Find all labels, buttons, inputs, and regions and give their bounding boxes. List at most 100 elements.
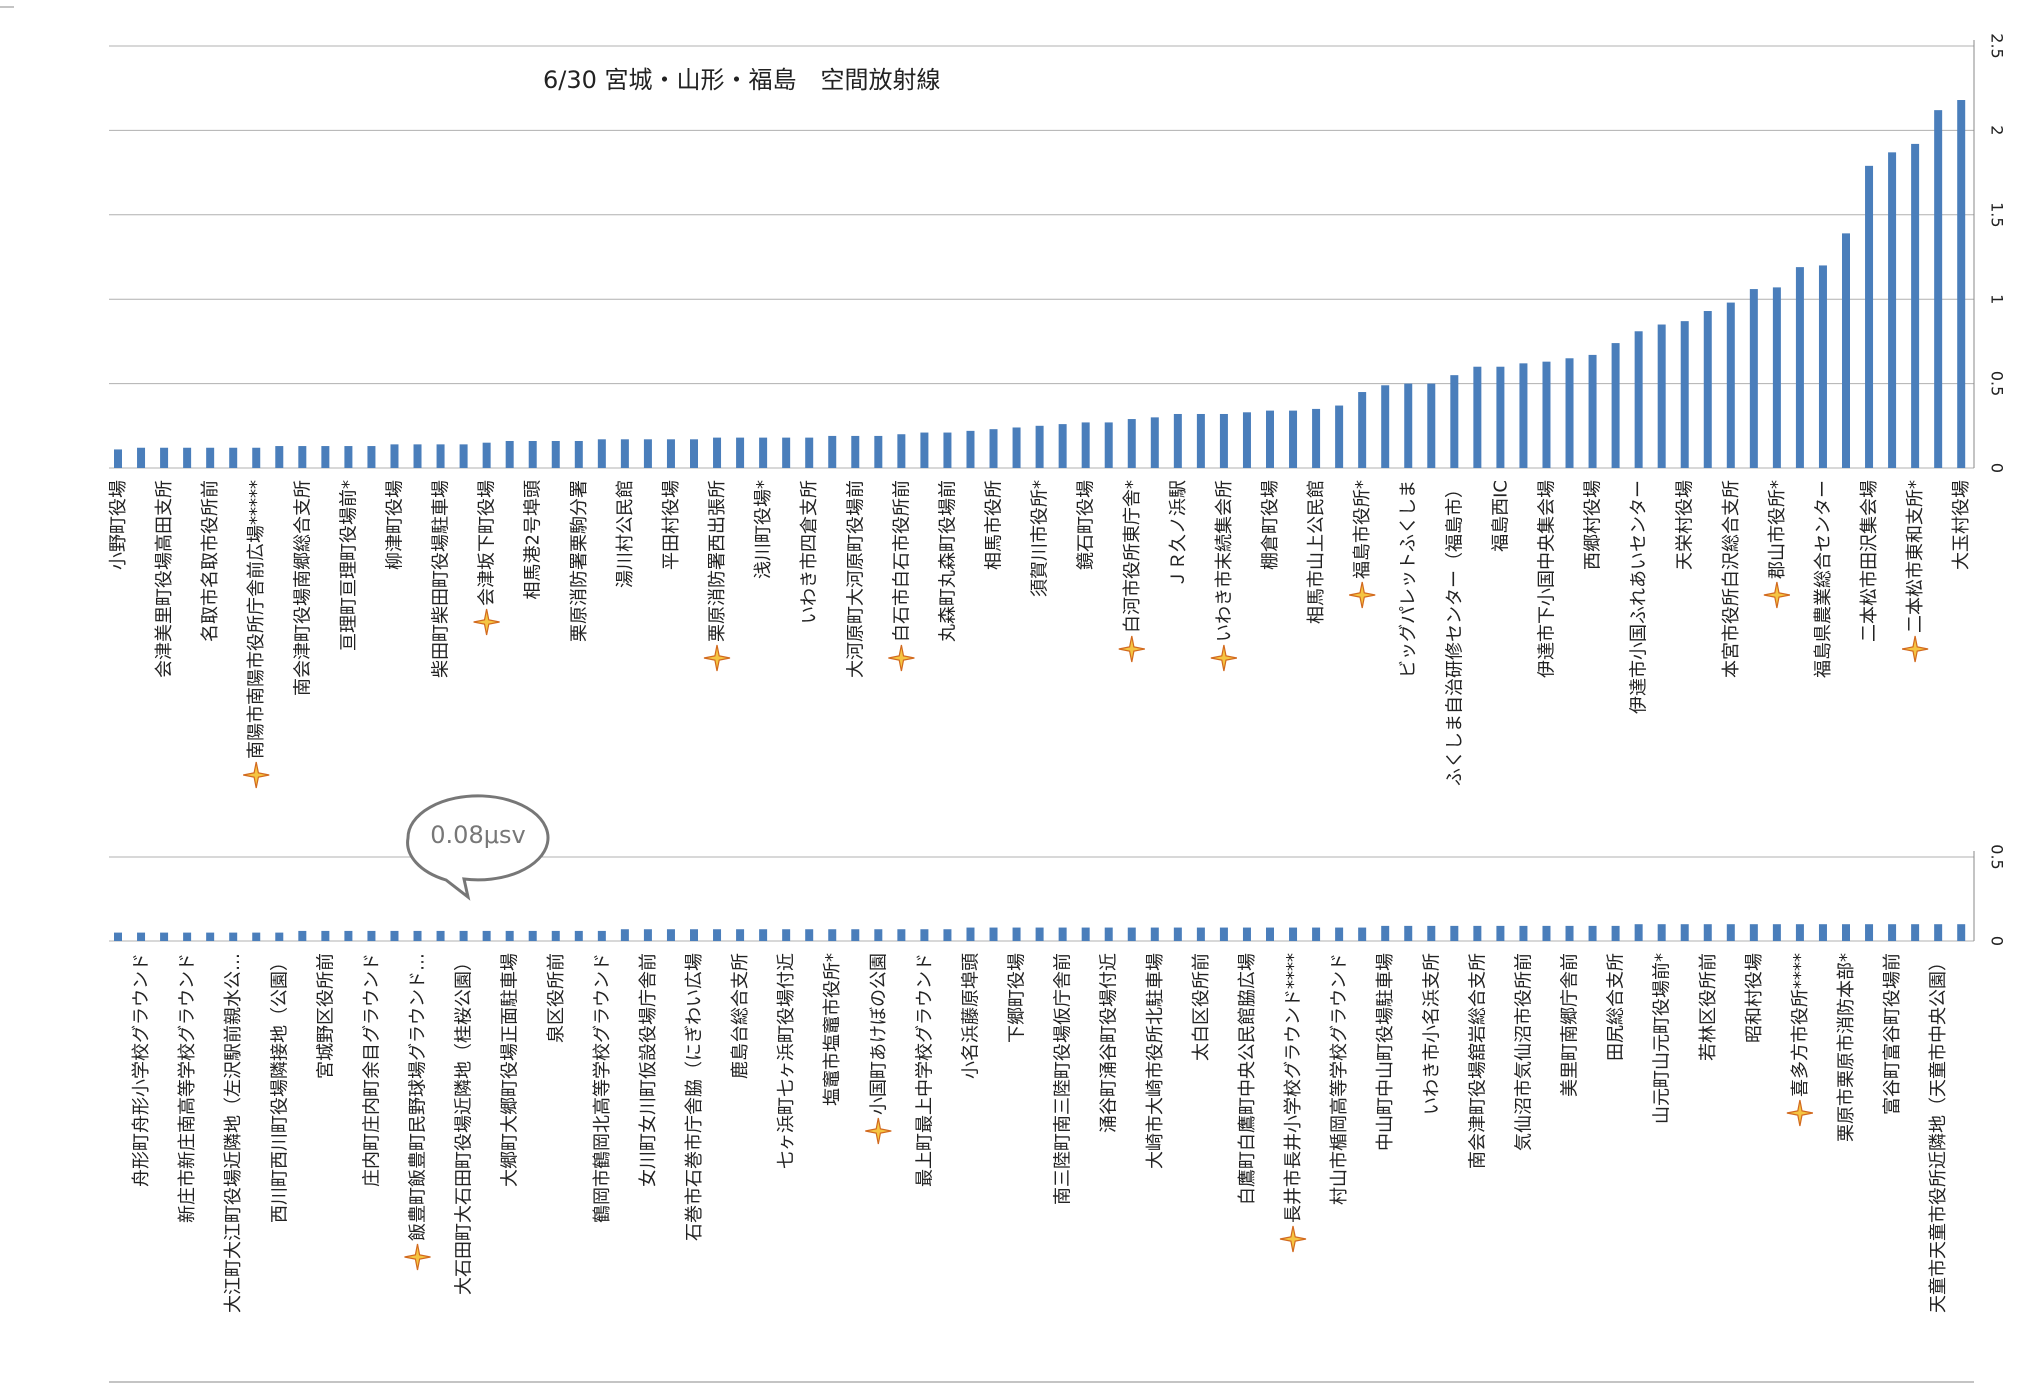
x-tick-label: 塩竈市塩竈市役所* bbox=[822, 953, 843, 1106]
bar bbox=[344, 446, 353, 468]
x-tick-label: 村山市楯岡高等学校グラウンド bbox=[1329, 953, 1350, 1205]
x-tick-label: 伊達市小国ふれあいセンター bbox=[1629, 480, 1650, 714]
bar bbox=[713, 929, 722, 941]
x-tick-label: 丸森町丸森町役場前 bbox=[937, 480, 958, 642]
bar bbox=[298, 446, 307, 468]
bar bbox=[367, 930, 376, 941]
star-icon bbox=[1786, 1099, 1814, 1127]
x-tick-label: 舟形町舟形小学校グラウンド bbox=[131, 953, 152, 1187]
x-tick-label: 名取市名取市役所前 bbox=[200, 480, 221, 642]
x-tick-label: 西川町西川町役場隣接地（公園） bbox=[269, 953, 290, 1223]
bar bbox=[989, 927, 998, 941]
x-tick-label: 南会津町役場舘岩総合支所 bbox=[1467, 953, 1488, 1169]
bar bbox=[943, 432, 952, 468]
bar bbox=[1749, 289, 1758, 468]
x-tick-label: ビッグパレットふくしま bbox=[1398, 480, 1419, 678]
bar bbox=[1519, 363, 1528, 468]
x-tick-label: 山元町山元町役場前* bbox=[1652, 953, 1673, 1124]
x-tick-label: 白鷹町白鷹町中央公民館脇広場 bbox=[1236, 953, 1258, 1205]
bar bbox=[736, 437, 745, 468]
x-tick-label: 浅川町役場* bbox=[753, 480, 774, 579]
star-icon bbox=[1118, 635, 1145, 663]
bar bbox=[1150, 927, 1159, 941]
y-tick-label: 2 bbox=[1988, 125, 2007, 135]
bar bbox=[874, 929, 883, 941]
x-tick-label: 棚倉町役場 bbox=[1260, 480, 1281, 570]
bar bbox=[1427, 383, 1436, 468]
bar bbox=[759, 929, 768, 941]
bar bbox=[897, 434, 906, 468]
x-tick-label: 気仙沼市気仙沼市役所前 bbox=[1513, 953, 1534, 1151]
bar bbox=[1035, 425, 1044, 468]
x-tick-label: 福島西IC bbox=[1490, 480, 1511, 552]
bar bbox=[413, 444, 422, 468]
x-tick-label: 伊達市下小国中央集会場 bbox=[1536, 480, 1557, 678]
x-tick-label: 喜多方市役所**** bbox=[1790, 953, 1811, 1097]
x-tick-label: 田尻総合支所 bbox=[1606, 953, 1627, 1061]
bar bbox=[183, 932, 192, 941]
bar bbox=[597, 930, 606, 941]
x-tick-label: 柴田町柴田町役場駐車場 bbox=[431, 480, 452, 678]
x-tick-label: 福島県農業総合センター bbox=[1813, 480, 1834, 678]
bar bbox=[782, 437, 791, 468]
callout-bubble bbox=[406, 794, 550, 901]
x-tick-label: 栗原消防署西出張所 bbox=[707, 480, 728, 642]
x-tick-label: いわき市四倉支所 bbox=[799, 480, 820, 624]
bar bbox=[298, 930, 307, 941]
x-tick-label: 栗原消防署栗駒分署 bbox=[569, 480, 590, 642]
bar bbox=[1081, 422, 1090, 468]
star-icon bbox=[1210, 644, 1238, 672]
bar bbox=[1312, 408, 1321, 468]
bar bbox=[828, 929, 837, 941]
star-icon bbox=[703, 644, 731, 672]
bar bbox=[1012, 427, 1021, 468]
bar bbox=[805, 929, 814, 941]
bar bbox=[551, 930, 560, 941]
bar bbox=[1611, 343, 1620, 468]
bar bbox=[1127, 927, 1136, 941]
x-tick-label: 福島市役所* bbox=[1352, 480, 1373, 579]
bar bbox=[1957, 924, 1966, 941]
bar bbox=[229, 447, 238, 468]
y-tick-label: 1.5 bbox=[1988, 202, 2007, 227]
bar bbox=[252, 447, 261, 468]
x-tick-label: 若林区役所前 bbox=[1698, 953, 1719, 1061]
x-tick-label: 中山町中山町役場駐車場 bbox=[1375, 953, 1396, 1151]
bar bbox=[643, 929, 652, 941]
bar bbox=[1519, 925, 1528, 941]
bar bbox=[183, 447, 192, 468]
x-tick-label: 本宮市役所白沢総合支所 bbox=[1721, 480, 1742, 678]
bar bbox=[1196, 927, 1205, 941]
x-tick-label: 大石田町大石田町役場近隣地（桂桜公園） bbox=[454, 953, 475, 1295]
bar bbox=[229, 932, 238, 941]
x-tick-label: 白河市役所東庁舎* bbox=[1122, 480, 1143, 633]
bar bbox=[114, 449, 122, 468]
x-tick-label: 昭和村役場 bbox=[1744, 953, 1765, 1043]
x-tick-label: 湯川村公民館 bbox=[615, 480, 636, 588]
y-tick-label: 2.5 bbox=[1988, 33, 2007, 58]
bar bbox=[1058, 927, 1067, 941]
bar bbox=[459, 444, 468, 468]
bar bbox=[1842, 924, 1850, 941]
x-tick-label: 七ヶ浜町七ヶ浜町役場付近 bbox=[776, 953, 797, 1169]
bar bbox=[1289, 410, 1298, 468]
bar bbox=[989, 429, 998, 468]
bar bbox=[459, 930, 468, 941]
bar bbox=[1012, 927, 1021, 941]
bar bbox=[1703, 924, 1712, 941]
x-tick-label: ふくしま自治研修センター（福島市） bbox=[1444, 480, 1465, 786]
x-tick-label: 泉区役所前 bbox=[546, 953, 567, 1043]
bar bbox=[1865, 924, 1874, 941]
bar bbox=[1795, 924, 1804, 941]
star-icon bbox=[473, 608, 500, 636]
bar bbox=[1450, 375, 1459, 468]
bar bbox=[1173, 927, 1182, 941]
bar bbox=[920, 432, 929, 468]
bar bbox=[597, 439, 606, 468]
bar bbox=[1219, 927, 1228, 941]
bar bbox=[1335, 405, 1344, 468]
y-tick-label: 0.5 bbox=[1988, 371, 2007, 396]
bar bbox=[1496, 925, 1505, 941]
star-icon bbox=[404, 1243, 431, 1271]
bar bbox=[482, 930, 491, 941]
